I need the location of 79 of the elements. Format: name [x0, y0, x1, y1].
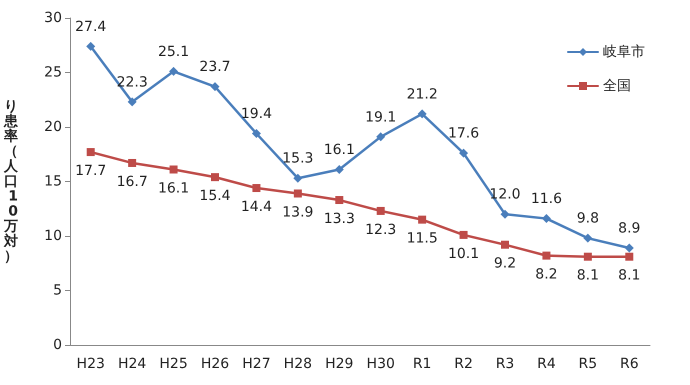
x-tick-label: H30: [366, 356, 395, 372]
data-label: 15.3: [282, 150, 314, 167]
x-tick-label: H23: [76, 356, 105, 372]
data-label: 19.4: [240, 106, 272, 122]
point: [542, 252, 550, 260]
point: [252, 129, 261, 138]
y-tick-label: 20: [44, 119, 62, 135]
data-label: 27.4: [75, 18, 106, 35]
legend-label: 岐阜市: [603, 44, 645, 60]
point: [418, 216, 426, 224]
data-label: 16.1: [324, 142, 355, 158]
point: [584, 252, 592, 261]
data-label: 13.9: [282, 204, 314, 220]
data-label: 14.4: [240, 199, 272, 216]
data-label: 8.9: [618, 220, 640, 236]
data-label: 21.2: [406, 86, 438, 102]
x-tick-label: H24: [118, 356, 146, 372]
x-tick-label: H28: [284, 356, 312, 372]
data-label: 22.3: [116, 74, 148, 90]
point: [334, 165, 344, 174]
point: [170, 166, 178, 174]
legend-label: 全国: [603, 78, 631, 94]
x-tick-label: H26: [200, 356, 230, 372]
y-tick-label: 10: [44, 228, 62, 244]
x-tick-label: R4: [537, 356, 556, 372]
point: [460, 230, 468, 239]
data-label: 12.3: [365, 222, 396, 238]
data-label: 11.5: [406, 230, 438, 247]
point: [335, 196, 344, 204]
point: [294, 189, 302, 198]
point: [459, 148, 468, 158]
data-label: 17.7: [75, 163, 106, 180]
data-label: 23.7: [199, 59, 231, 76]
point: [418, 109, 427, 118]
point: [624, 243, 634, 252]
point: [86, 148, 95, 156]
point: [583, 234, 592, 243]
x-tick-label: H27: [242, 356, 271, 372]
data-label: 8.2: [535, 266, 558, 283]
data-label: 16.7: [116, 174, 148, 190]
x-tick-label: R5: [578, 356, 598, 372]
y-tick-label: 15: [44, 174, 62, 190]
point: [169, 66, 178, 76]
data-label: 19.1: [365, 109, 396, 126]
point: [128, 158, 136, 167]
point: [211, 173, 219, 182]
data-label: 9.8: [576, 210, 599, 227]
x-tick-label: R3: [496, 356, 514, 372]
point: [252, 184, 260, 192]
data-label: 16.1: [158, 180, 190, 197]
data-label: 10.1: [448, 246, 480, 262]
x-tick-label: R6: [620, 356, 639, 372]
data-label: 15.4: [199, 188, 231, 204]
y-tick-label: 25: [44, 64, 62, 80]
data-label: 8.1: [618, 268, 640, 284]
x-tick-label: H25: [159, 356, 188, 372]
point: [376, 132, 386, 142]
data-label: 13.3: [324, 211, 355, 228]
data-label: 11.6: [530, 191, 562, 208]
point: [376, 206, 385, 215]
x-tick-label: R1: [412, 356, 432, 372]
point: [86, 42, 96, 51]
point: [542, 214, 551, 224]
data-label: 9.2: [494, 256, 516, 272]
data-label: 25.1: [158, 44, 190, 60]
point: [625, 252, 634, 261]
data-label: 17.6: [448, 126, 480, 142]
point: [293, 174, 302, 183]
x-tick-label: R2: [454, 356, 473, 372]
point: [501, 240, 509, 249]
point: [500, 210, 510, 219]
y-tick-label: 0: [53, 337, 62, 353]
x-tick-label: H29: [325, 356, 354, 372]
data-label: 8.1: [576, 268, 599, 284]
text: り患率（人口10万対）: [4, 98, 18, 264]
y-tick-label: 30: [44, 10, 62, 26]
point: [210, 82, 220, 92]
y-tick-label: 5: [53, 282, 62, 298]
point: [128, 97, 137, 106]
